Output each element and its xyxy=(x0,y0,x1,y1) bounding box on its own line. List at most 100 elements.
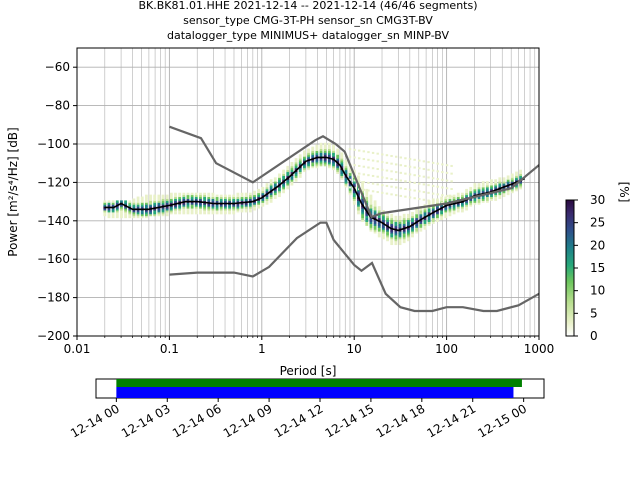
ppsd-cell xyxy=(261,198,265,201)
ppsd-cell xyxy=(327,146,331,150)
ppsd-cell xyxy=(144,215,148,219)
ppsd-cell xyxy=(165,211,169,215)
ppsd-cell xyxy=(348,186,352,189)
ppsd-cell xyxy=(323,142,327,146)
ppsd-cell xyxy=(223,211,227,215)
ppsd-cell xyxy=(115,213,119,217)
y-tick-label: −120 xyxy=(37,175,70,189)
ppsd-cell xyxy=(411,225,414,228)
ppsd-cell xyxy=(244,202,248,205)
ppsd-cell xyxy=(427,211,431,215)
ppsd-cell xyxy=(358,149,361,152)
ppsd-cell xyxy=(323,158,327,161)
ppsd-cell xyxy=(340,171,344,174)
ppsd-cell xyxy=(398,219,402,222)
ppsd-cell xyxy=(402,225,406,228)
ppsd-cell xyxy=(448,208,452,211)
ppsd-cell xyxy=(286,186,290,190)
ppsd-cell xyxy=(498,192,502,196)
ppsd-cell xyxy=(194,192,198,196)
ppsd-cell xyxy=(431,219,435,222)
ppsd-cell xyxy=(194,198,198,201)
ppsd-cell xyxy=(265,188,269,192)
ppsd-cell xyxy=(261,192,265,196)
ppsd-cell xyxy=(128,213,132,217)
ppsd-cell xyxy=(174,198,177,201)
ppsd-cell xyxy=(352,198,356,201)
ppsd-cell xyxy=(294,167,298,171)
ppsd-cell xyxy=(165,206,169,209)
ppsd-cell xyxy=(361,202,365,205)
ppsd-cell xyxy=(361,206,365,209)
ppsd-cell xyxy=(469,194,473,198)
ppsd-cell xyxy=(207,192,211,196)
ppsd-cell xyxy=(422,160,426,163)
ppsd-cell xyxy=(399,164,402,167)
ppsd-cell xyxy=(140,206,144,209)
ppsd-cell xyxy=(278,181,281,184)
ppsd-cell xyxy=(124,200,128,203)
ppsd-cell xyxy=(423,204,427,207)
ppsd-cell xyxy=(450,195,453,198)
ppsd-cell xyxy=(362,158,366,161)
ppsd-cell xyxy=(228,210,231,213)
ppsd-cell xyxy=(282,171,286,174)
ppsd-cell xyxy=(120,208,123,211)
ppsd-cell xyxy=(348,155,352,158)
ppsd-cell xyxy=(223,206,227,209)
ppsd-cell xyxy=(115,206,119,209)
ppsd-cell xyxy=(273,183,277,186)
ppsd-cell xyxy=(332,167,335,171)
ppsd-cell xyxy=(358,157,361,160)
ppsd-cell xyxy=(431,217,435,221)
ppsd-cell xyxy=(107,213,111,217)
ppsd-cell xyxy=(174,208,177,211)
ppsd-cell xyxy=(369,225,373,228)
ppsd-cell xyxy=(515,177,518,180)
ppsd-cell xyxy=(481,196,485,199)
ppsd-cell xyxy=(444,208,448,211)
ppsd-cell xyxy=(419,208,423,211)
ppsd-cell xyxy=(398,217,402,221)
ppsd-cell xyxy=(357,210,360,213)
ppsd-cell xyxy=(240,200,244,203)
ppsd-cell xyxy=(161,196,165,199)
chart-subtitle-sensor: sensor_type CMG-3T-PH sensor_sn CMG3T-BV xyxy=(183,14,433,27)
ppsd-cell xyxy=(219,206,223,209)
ppsd-cell xyxy=(398,231,402,234)
ppsd-cell xyxy=(494,185,498,188)
ppsd-cell xyxy=(157,198,161,201)
ppsd-cell xyxy=(406,238,410,242)
chart-subtitle-datalogger: datalogger_type MINIMUS+ datalogger_sn M… xyxy=(167,29,449,42)
ppsd-cell xyxy=(278,179,281,182)
ppsd-cell xyxy=(111,208,115,211)
ppsd-cell xyxy=(352,202,356,205)
ppsd-cell xyxy=(361,190,365,194)
ppsd-cell xyxy=(481,200,485,203)
ppsd-cell xyxy=(169,206,173,209)
ppsd-cell xyxy=(358,172,361,175)
colorbar-tick-label: 30 xyxy=(590,193,605,207)
ppsd-cell xyxy=(302,167,306,171)
ppsd-cell xyxy=(340,156,344,159)
ppsd-cell xyxy=(394,227,398,230)
ppsd-cell xyxy=(161,198,165,201)
ppsd-cell xyxy=(294,163,298,167)
ppsd-cell xyxy=(456,210,460,213)
ppsd-cell xyxy=(294,162,298,165)
ppsd-cell xyxy=(149,213,152,217)
ppsd-cell xyxy=(257,188,261,192)
ppsd-cell xyxy=(519,185,523,188)
ppsd-cell xyxy=(228,196,231,199)
ppsd-cell xyxy=(248,198,252,201)
ppsd-cell xyxy=(399,194,402,197)
ppsd-cell xyxy=(390,231,394,234)
ppsd-cell xyxy=(115,210,119,213)
ppsd-cell xyxy=(340,175,344,178)
ppsd-cell xyxy=(519,175,523,178)
ppsd-cell xyxy=(408,188,412,191)
ppsd-cell xyxy=(302,158,306,161)
ppsd-cell xyxy=(240,210,244,213)
ppsd-cell xyxy=(223,204,227,207)
ppsd-cell xyxy=(461,210,464,213)
